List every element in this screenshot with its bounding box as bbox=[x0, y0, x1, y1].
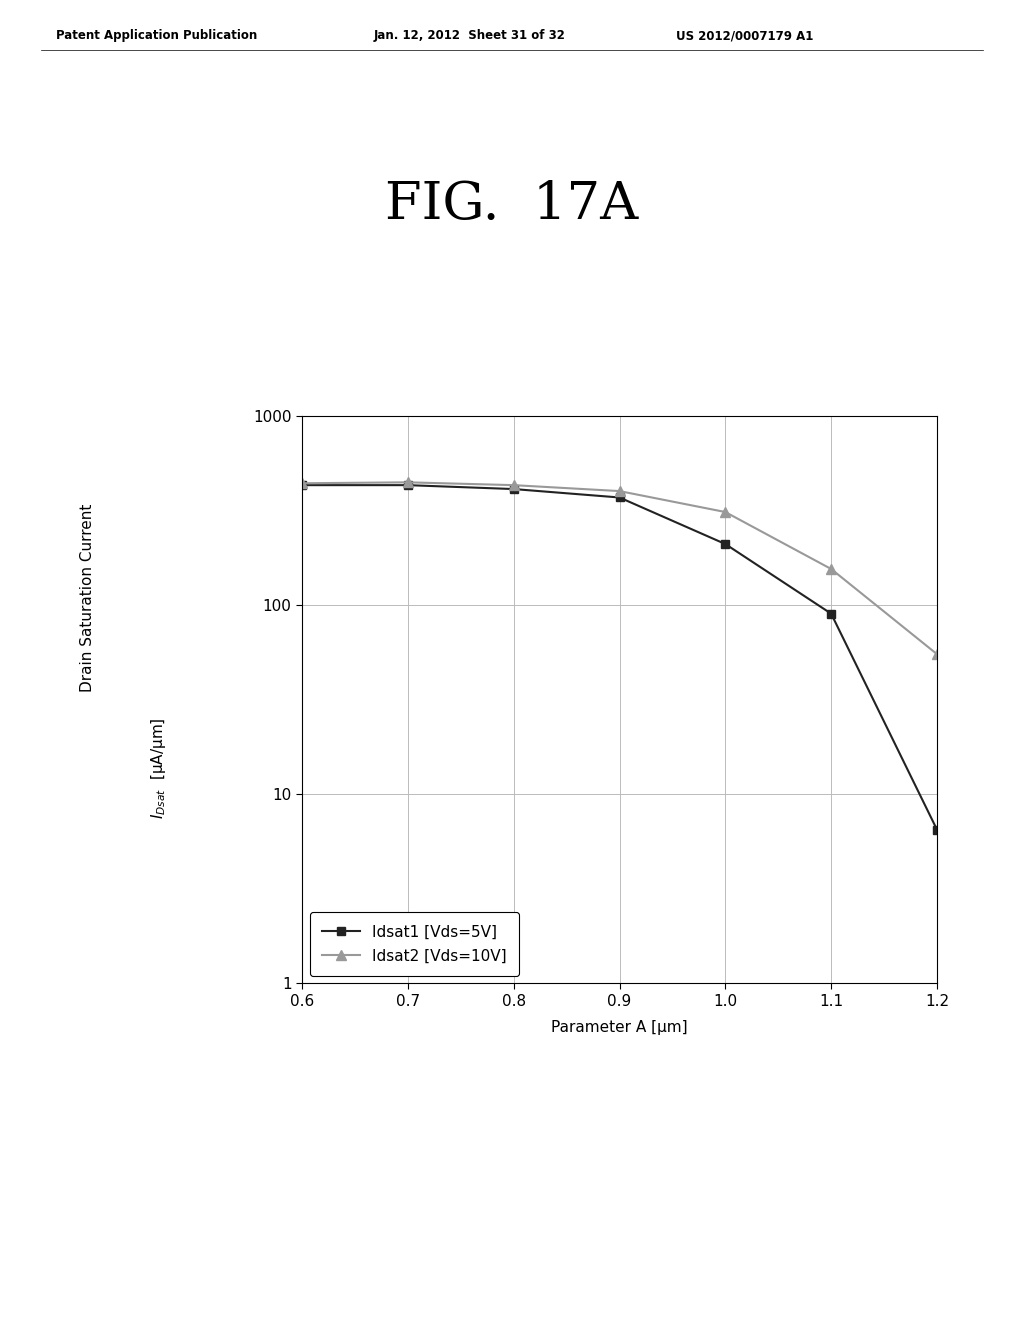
X-axis label: Parameter A [μm]: Parameter A [μm] bbox=[551, 1020, 688, 1035]
Idsat1 [Vds=5V] bbox=[296, 478, 308, 494]
Text: US 2012/0007179 A1: US 2012/0007179 A1 bbox=[676, 29, 813, 42]
Idsat1 [Vds=5V] bbox=[825, 606, 838, 622]
Idsat2 [Vds=10V] bbox=[401, 474, 414, 490]
Idsat2 [Vds=10V] bbox=[719, 504, 731, 520]
Idsat1 [Vds=5V] bbox=[931, 821, 943, 837]
Line: Idsat1 [Vds=5V]: Idsat1 [Vds=5V] bbox=[298, 480, 941, 834]
Idsat2 [Vds=10V] bbox=[508, 478, 520, 494]
Idsat2 [Vds=10V] bbox=[825, 561, 838, 577]
Idsat2 [Vds=10V] bbox=[613, 483, 626, 499]
Idsat1 [Vds=5V] bbox=[508, 482, 520, 498]
Text: Patent Application Publication: Patent Application Publication bbox=[56, 29, 258, 42]
Idsat1 [Vds=5V] bbox=[613, 490, 626, 506]
Idsat2 [Vds=10V] bbox=[931, 647, 943, 663]
Legend: Idsat1 [Vds=5V], Idsat2 [Vds=10V]: Idsat1 [Vds=5V], Idsat2 [Vds=10V] bbox=[309, 912, 519, 975]
Idsat1 [Vds=5V] bbox=[719, 536, 731, 552]
Text: Jan. 12, 2012  Sheet 31 of 32: Jan. 12, 2012 Sheet 31 of 32 bbox=[374, 29, 565, 42]
Text: Drain Saturation Current: Drain Saturation Current bbox=[80, 503, 94, 692]
Line: Idsat2 [Vds=10V]: Idsat2 [Vds=10V] bbox=[297, 478, 942, 659]
Idsat2 [Vds=10V] bbox=[296, 475, 308, 491]
Text: $I_{Dsat}$  [μA/μm]: $I_{Dsat}$ [μA/μm] bbox=[150, 717, 168, 818]
Idsat1 [Vds=5V] bbox=[401, 478, 414, 494]
Text: FIG.  17A: FIG. 17A bbox=[385, 180, 639, 230]
